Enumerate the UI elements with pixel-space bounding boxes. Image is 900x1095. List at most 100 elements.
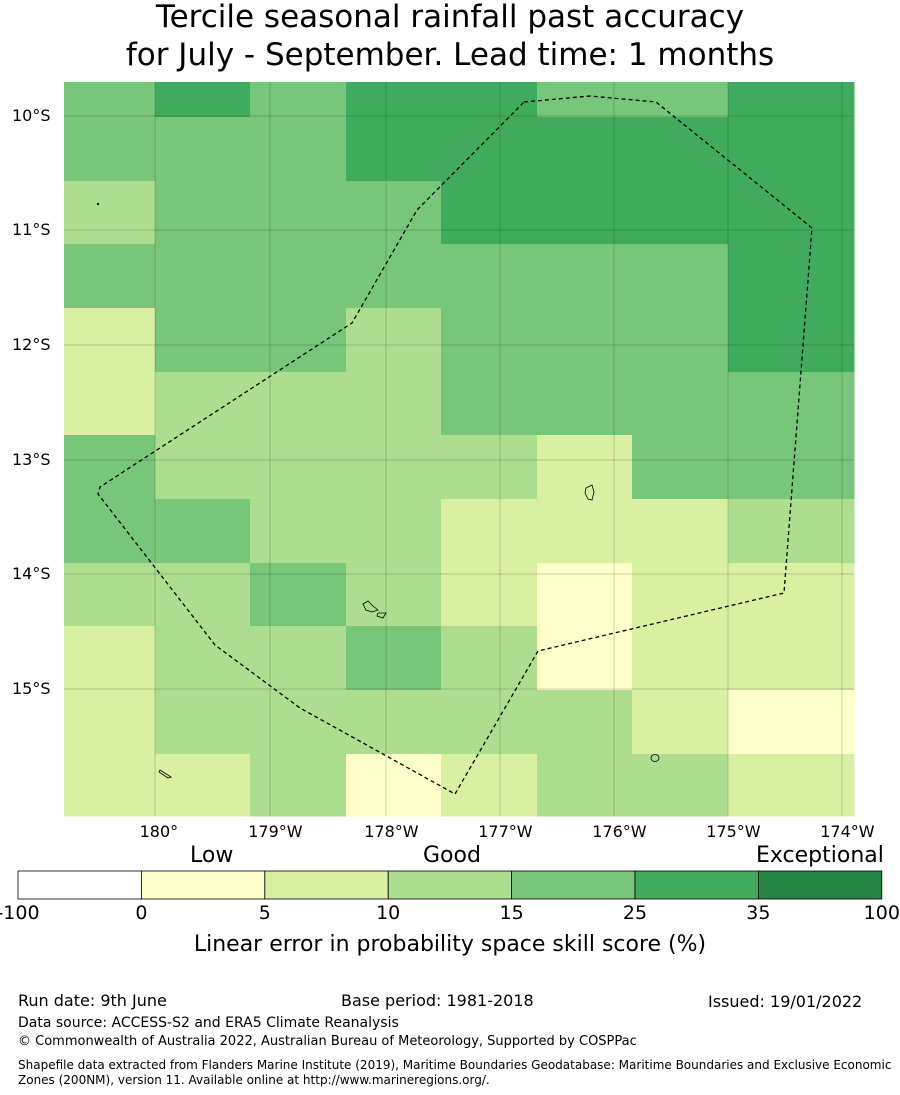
grid-cell xyxy=(823,308,855,373)
grid-cell xyxy=(537,754,633,817)
grid-cell xyxy=(441,181,538,245)
grid-cell xyxy=(537,308,633,373)
island-6 xyxy=(96,202,100,206)
grid-cell xyxy=(823,754,855,817)
grid-cell xyxy=(441,626,538,691)
grid-cell xyxy=(537,181,633,245)
island-4 xyxy=(650,754,660,762)
grid-cell xyxy=(155,499,251,564)
grid-cell xyxy=(250,435,347,500)
grid-cell xyxy=(250,244,347,309)
grid-cell xyxy=(728,754,824,817)
grid-cell xyxy=(632,499,729,564)
grid-cell xyxy=(728,117,824,182)
grid-cell xyxy=(537,626,633,691)
grid-cell xyxy=(823,372,855,436)
grid-cell xyxy=(346,181,442,245)
grid-cell xyxy=(823,626,855,691)
grid-cell xyxy=(250,563,347,627)
longitude-label: 180° xyxy=(139,822,179,841)
grid-cell xyxy=(441,82,538,118)
grid-cell xyxy=(441,563,538,627)
grid-cell xyxy=(155,82,251,118)
grid-cell xyxy=(728,435,824,500)
grid-cell xyxy=(155,372,251,436)
grid-cell xyxy=(728,181,824,245)
island-3 xyxy=(376,612,387,619)
colorbar-tick-label: 25 xyxy=(622,902,648,924)
grid-cell xyxy=(155,435,251,500)
colorbar-segment xyxy=(140,870,266,900)
grid-cell xyxy=(728,308,824,373)
longitude-label: 177°W xyxy=(478,822,533,841)
grid-cell xyxy=(632,690,729,755)
grid-cell xyxy=(728,372,824,436)
grid-cell xyxy=(64,82,156,118)
colorbar-category-good: Good xyxy=(423,843,481,868)
latitude-label: 12°S xyxy=(12,335,51,354)
grid-cell xyxy=(346,244,442,309)
grid-cell xyxy=(346,372,442,436)
colorbar-segment xyxy=(511,870,636,900)
longitude-label: 179°W xyxy=(248,822,303,841)
grid-cell xyxy=(441,754,538,817)
grid-cell xyxy=(64,244,156,309)
grid-cell xyxy=(346,435,442,500)
grid-cell xyxy=(155,181,251,245)
run-date: Run date: 9th June xyxy=(18,991,167,1010)
grid-cell xyxy=(632,82,729,118)
grid-cell xyxy=(537,82,633,118)
grid-cell xyxy=(441,499,538,564)
base-period: Base period: 1981-2018 xyxy=(341,991,534,1010)
grid-cell xyxy=(632,181,729,245)
island-2 xyxy=(362,600,379,613)
grid-cell xyxy=(64,754,156,817)
grid-cell xyxy=(346,690,442,755)
grid-cell xyxy=(250,690,347,755)
data-source: Data source: ACCESS-S2 and ERA5 Climate … xyxy=(18,1015,399,1031)
grid-cell xyxy=(346,626,442,691)
map-title-line1: Tercile seasonal rainfall past accuracy xyxy=(155,0,745,35)
grid-cell xyxy=(632,372,729,436)
grid-cell xyxy=(155,117,251,182)
grid-cell xyxy=(632,117,729,182)
colorbar-category-exceptional: Exceptional xyxy=(756,843,884,868)
latitude-label: 13°S xyxy=(12,450,51,469)
issued-date: Issued: 19/01/2022 xyxy=(708,992,863,1011)
grid-cell xyxy=(64,181,156,245)
longitude-label: 175°W xyxy=(706,822,761,841)
grid-cell xyxy=(250,181,347,245)
grid-cell xyxy=(632,244,729,309)
grid-cell xyxy=(250,308,347,373)
grid-cell xyxy=(441,244,538,309)
grid-cell xyxy=(537,563,633,627)
grid-cell xyxy=(155,244,251,309)
grid-cell xyxy=(728,82,824,118)
grid-cell xyxy=(728,499,824,564)
grid-cell xyxy=(155,308,251,373)
grid-cell xyxy=(537,499,633,564)
grid-cell xyxy=(823,499,855,564)
grid-cell xyxy=(823,690,855,755)
grid-cell xyxy=(632,626,729,691)
colorbar-segment xyxy=(264,870,389,900)
grid-cell xyxy=(441,308,538,373)
colorbar-segment xyxy=(758,870,883,900)
grid-cell xyxy=(64,372,156,436)
grid-cell xyxy=(155,690,251,755)
colorbar-tick-label: -100 xyxy=(0,902,40,924)
grid-cell xyxy=(823,82,855,118)
latitude-label: 11°S xyxy=(12,220,51,239)
grid-cell xyxy=(64,435,156,500)
grid-cell xyxy=(823,117,855,182)
grid-cell xyxy=(346,82,442,118)
longitude-label: 178°W xyxy=(364,822,419,841)
island-1 xyxy=(584,484,595,501)
grid-cell xyxy=(632,563,729,627)
latitude-label: 10°S xyxy=(12,106,51,125)
grid-cell xyxy=(823,435,855,500)
grid-cell xyxy=(155,563,251,627)
grid-cell xyxy=(346,563,442,627)
colorbar-tick-label: 35 xyxy=(746,902,771,924)
